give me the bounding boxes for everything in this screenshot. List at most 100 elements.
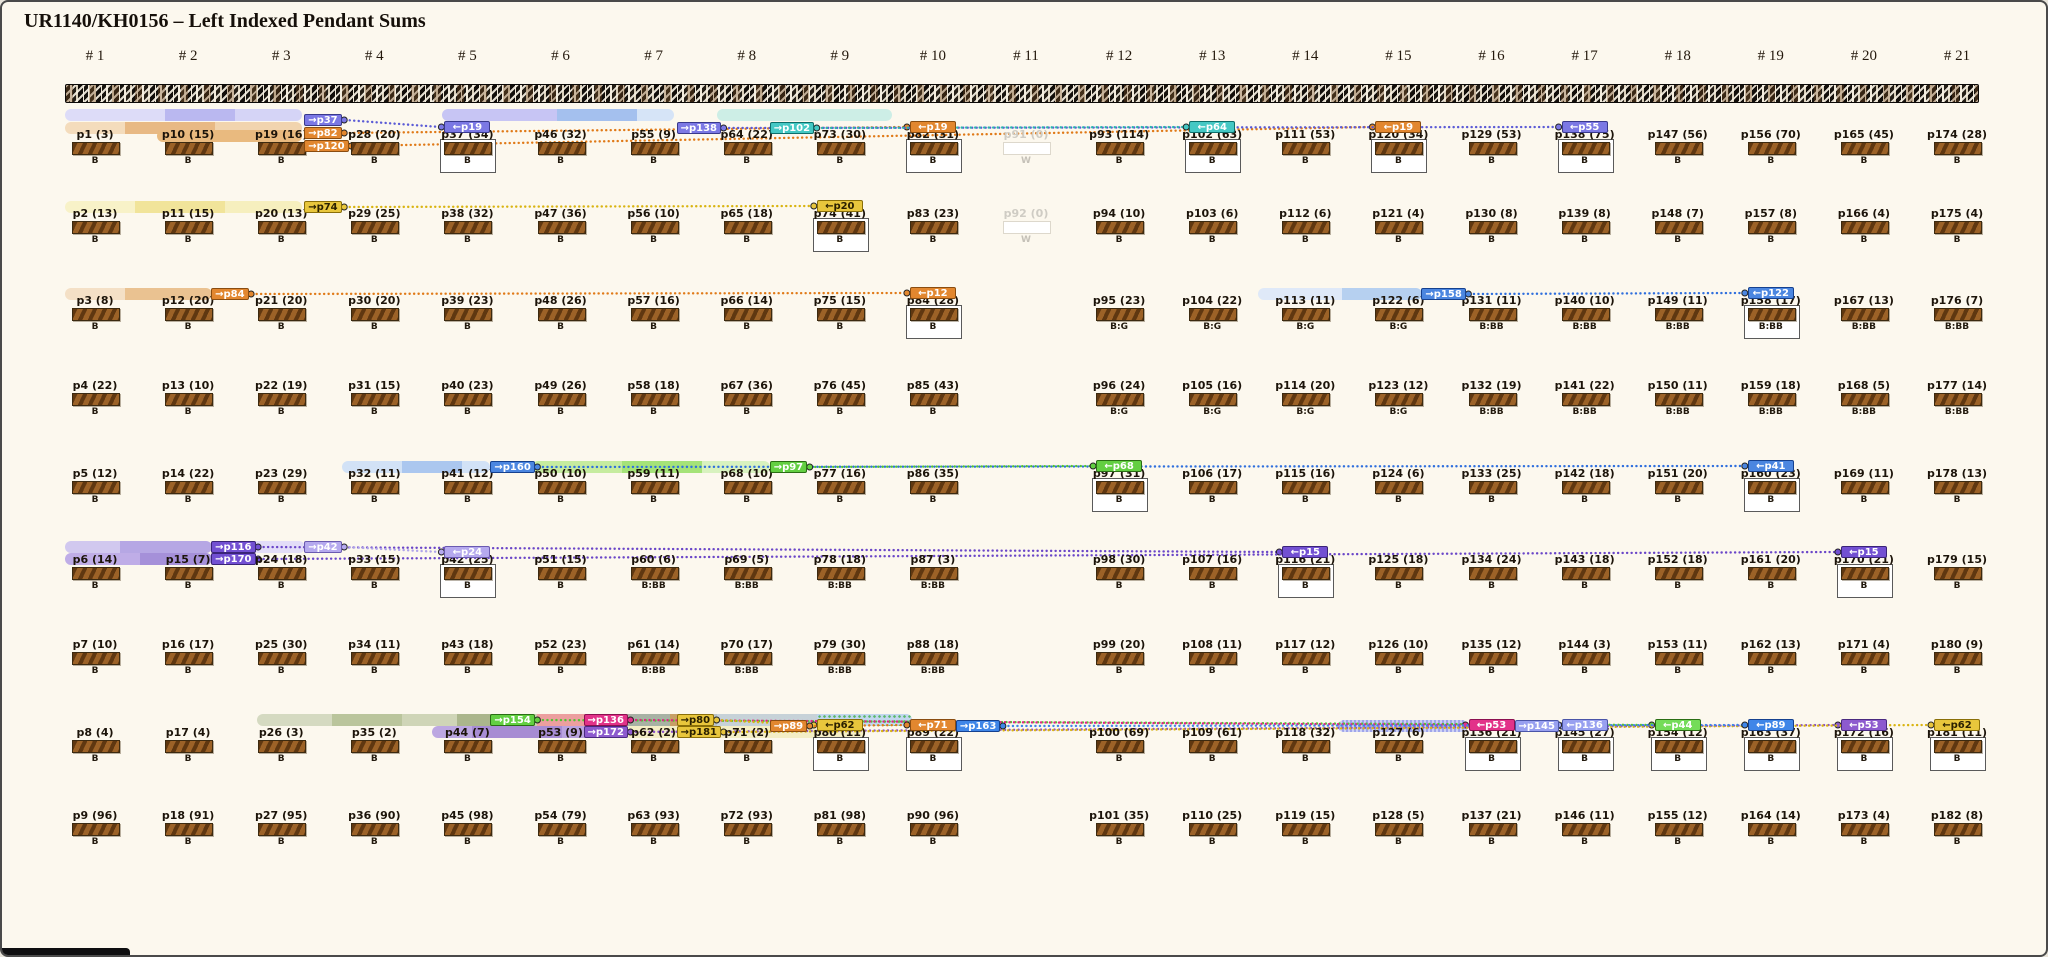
hatched-swatch[interactable] — [351, 308, 400, 321]
hatched-swatch[interactable] — [1654, 142, 1703, 155]
hatched-swatch[interactable] — [1561, 740, 1610, 753]
hatched-swatch[interactable] — [1654, 481, 1703, 494]
hatched-swatch[interactable] — [537, 652, 586, 665]
hatched-swatch[interactable] — [723, 481, 772, 494]
hatched-swatch[interactable] — [72, 652, 120, 665]
hatched-swatch[interactable] — [1282, 740, 1331, 753]
hatched-swatch[interactable] — [816, 481, 865, 494]
incoming-link-tag[interactable]: ←p44 — [1654, 719, 1701, 731]
hatched-swatch[interactable] — [1282, 481, 1331, 494]
outgoing-link-tag[interactable]: →p136 — [583, 714, 628, 726]
hatched-swatch[interactable] — [258, 308, 307, 321]
outgoing-link-tag[interactable]: →p158 — [1421, 288, 1466, 300]
hatched-swatch[interactable] — [1096, 481, 1145, 494]
hatched-swatch[interactable] — [351, 142, 400, 155]
hatched-swatch[interactable] — [1468, 308, 1517, 321]
hatched-swatch[interactable] — [1747, 481, 1796, 494]
outgoing-link-tag[interactable]: →p82 — [304, 127, 342, 139]
hatched-swatch[interactable] — [1468, 740, 1517, 753]
hatched-swatch[interactable] — [723, 652, 772, 665]
hatched-swatch[interactable] — [258, 652, 307, 665]
outgoing-link-tag[interactable]: →p163 — [955, 720, 1001, 732]
hatched-swatch[interactable] — [909, 567, 958, 580]
hatched-swatch[interactable] — [1654, 393, 1703, 406]
hatched-swatch[interactable] — [72, 481, 120, 494]
incoming-link-tag[interactable]: ←p89 — [1747, 719, 1794, 731]
hatched-swatch[interactable] — [537, 142, 586, 155]
hatched-swatch[interactable] — [1747, 652, 1796, 665]
hatched-swatch[interactable] — [1282, 652, 1331, 665]
hatched-swatch[interactable] — [444, 221, 493, 234]
outgoing-link-tag[interactable]: →p172 — [583, 726, 628, 738]
hatched-swatch[interactable] — [351, 567, 400, 580]
hatched-swatch[interactable] — [723, 308, 772, 321]
hatched-swatch[interactable] — [72, 308, 120, 321]
hatched-swatch[interactable] — [258, 567, 307, 580]
hatched-swatch[interactable] — [1096, 221, 1145, 234]
hatched-swatch[interactable] — [1282, 393, 1331, 406]
hatched-swatch[interactable] — [1654, 652, 1703, 665]
hatched-swatch[interactable] — [537, 740, 586, 753]
hatched-swatch[interactable] — [630, 481, 679, 494]
hatched-swatch[interactable] — [1840, 481, 1889, 494]
hatched-swatch[interactable] — [537, 221, 586, 234]
hatched-swatch[interactable] — [1189, 393, 1238, 406]
hatched-swatch[interactable] — [1654, 740, 1703, 753]
hatched-swatch[interactable] — [258, 221, 307, 234]
hatched-swatch[interactable] — [258, 740, 307, 753]
hatched-swatch[interactable] — [258, 823, 307, 836]
hatched-swatch[interactable] — [1934, 142, 1982, 155]
outgoing-link-tag[interactable]: →p181 — [676, 726, 722, 738]
hatched-swatch[interactable] — [909, 393, 958, 406]
incoming-link-tag[interactable]: ←p64 — [1189, 121, 1236, 133]
incoming-link-tag[interactable]: ←p71 — [909, 719, 956, 731]
hatched-swatch[interactable] — [1747, 142, 1796, 155]
outgoing-link-tag[interactable]: →p97 — [769, 461, 808, 473]
hatched-swatch[interactable] — [72, 823, 120, 836]
hatched-swatch[interactable] — [1840, 142, 1889, 155]
outgoing-link-tag[interactable]: →p170 — [211, 553, 256, 565]
hatched-swatch[interactable] — [444, 142, 493, 155]
outgoing-link-tag[interactable]: →p116 — [211, 541, 256, 553]
outgoing-link-tag[interactable]: →p120 — [304, 140, 349, 152]
hatched-swatch[interactable] — [1189, 823, 1238, 836]
hatched-swatch[interactable] — [351, 740, 400, 753]
hatched-swatch[interactable] — [1375, 823, 1424, 836]
outgoing-link-tag[interactable]: →p89 — [769, 720, 808, 732]
outgoing-link-tag[interactable]: →p102 — [769, 122, 815, 134]
hatched-swatch[interactable] — [444, 823, 493, 836]
hatched-swatch[interactable] — [537, 393, 586, 406]
hatched-swatch[interactable] — [72, 142, 120, 155]
hatched-swatch[interactable] — [1468, 221, 1517, 234]
incoming-link-tag[interactable]: ←p53 — [1840, 719, 1887, 731]
incoming-link-tag[interactable]: ←p62 — [1934, 719, 1980, 731]
hatched-swatch[interactable] — [1840, 308, 1889, 321]
hatched-swatch[interactable] — [909, 740, 958, 753]
hatched-swatch[interactable] — [1375, 308, 1424, 321]
hatched-swatch[interactable] — [351, 823, 400, 836]
hatched-swatch[interactable] — [630, 823, 679, 836]
hatched-swatch[interactable] — [444, 481, 493, 494]
hatched-swatch[interactable] — [1654, 823, 1703, 836]
hatched-swatch[interactable] — [1375, 221, 1424, 234]
incoming-link-tag[interactable]: ←p122 — [1747, 287, 1794, 299]
incoming-link-tag[interactable]: ←p53 — [1468, 719, 1515, 731]
hatched-swatch[interactable] — [537, 308, 586, 321]
hatched-swatch[interactable] — [1654, 221, 1703, 234]
hatched-swatch[interactable] — [1840, 567, 1889, 580]
hatched-swatch[interactable] — [630, 221, 679, 234]
hatched-swatch[interactable] — [1934, 652, 1982, 665]
hatched-swatch[interactable] — [630, 308, 679, 321]
hatched-swatch[interactable] — [1934, 393, 1982, 406]
hatched-swatch[interactable] — [1934, 567, 1982, 580]
outgoing-link-tag[interactable]: →p42 — [304, 541, 342, 553]
hatched-swatch[interactable] — [909, 481, 958, 494]
hatched-swatch[interactable] — [444, 308, 493, 321]
hatched-swatch[interactable] — [1561, 567, 1610, 580]
hatched-swatch[interactable] — [258, 481, 307, 494]
hatched-swatch[interactable] — [165, 308, 214, 321]
hatched-swatch[interactable] — [165, 393, 214, 406]
hatched-swatch[interactable] — [165, 221, 214, 234]
hatched-swatch[interactable] — [537, 567, 586, 580]
hatched-swatch[interactable] — [630, 142, 679, 155]
